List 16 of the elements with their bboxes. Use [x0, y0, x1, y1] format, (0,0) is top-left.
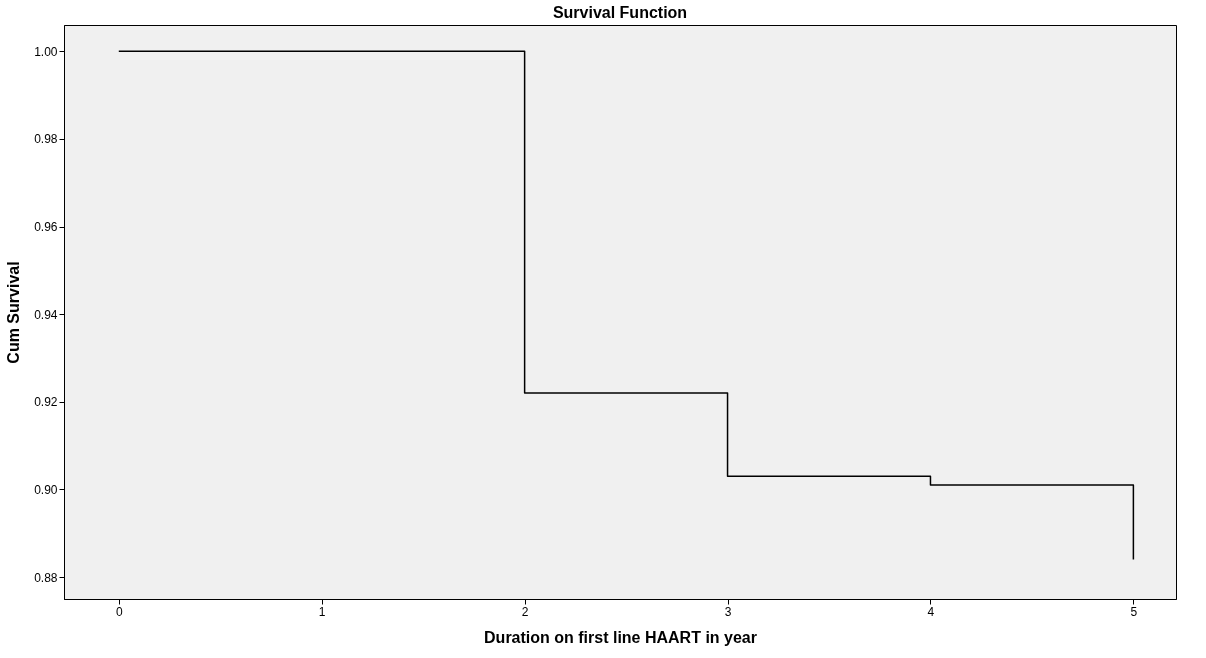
x-tick-label: 4 [927, 604, 935, 619]
x-tick-label: 2 [521, 604, 529, 619]
chart-title: Survival Function [552, 4, 688, 21]
x-tick-label: 1 [318, 604, 326, 619]
y-tick-label: 0.98 [34, 132, 58, 147]
x-axis-title: Duration on first line HAART in year [484, 628, 757, 646]
y-tick-label: 0.90 [34, 482, 58, 497]
x-tick-label: 3 [724, 604, 732, 619]
x-tick-label: 0 [115, 604, 123, 619]
y-tick-label: 0.92 [34, 395, 58, 410]
y-axis-title: Cum Survival [5, 261, 23, 364]
y-tick-label: 0.88 [34, 570, 58, 585]
x-tick-label: 5 [1130, 604, 1138, 619]
y-tick-label: 1.00 [34, 44, 58, 59]
y-tick-label: 0.94 [34, 307, 58, 322]
y-tick-label: 0.96 [34, 220, 58, 235]
